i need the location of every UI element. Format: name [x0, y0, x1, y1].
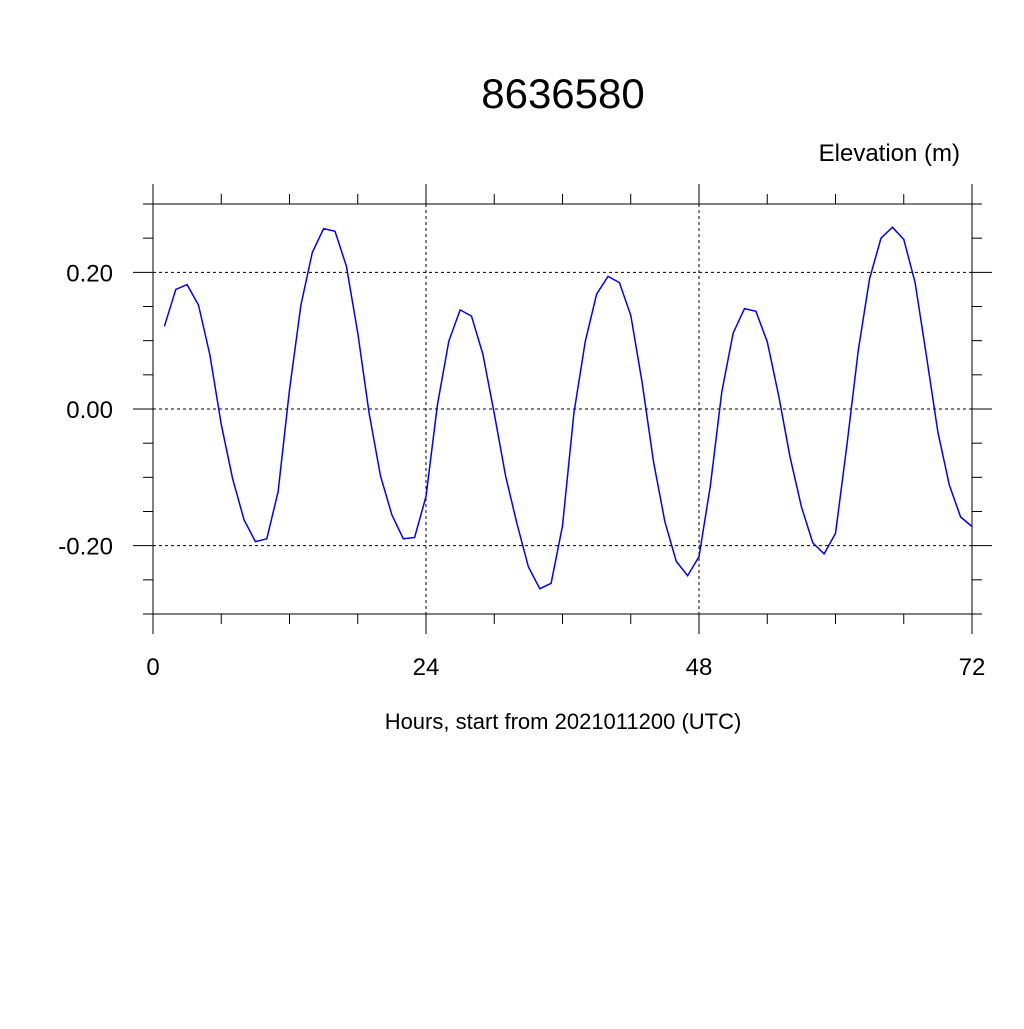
- y-axis-label: Elevation (m): [819, 140, 960, 167]
- ticks: [133, 184, 992, 634]
- y-tick-label: 0.20: [66, 260, 113, 287]
- x-tick-label: 24: [413, 654, 440, 681]
- y-tick-label: 0.00: [66, 397, 113, 424]
- x-tick-label: 48: [686, 654, 713, 681]
- y-tick-label: -0.20: [58, 534, 113, 561]
- x-tick-label: 72: [959, 654, 986, 681]
- tick-labels: 0 24 48 72 0.20 0.00 -0.20: [58, 260, 985, 681]
- grid: [153, 204, 973, 614]
- x-axis-label: Hours, start from 2021011200 (UTC): [385, 709, 742, 734]
- x-tick-label: 0: [146, 654, 159, 681]
- plot-frame: [152, 203, 973, 615]
- chart-title: 8636580: [481, 70, 645, 117]
- series-line: [163, 226, 973, 590]
